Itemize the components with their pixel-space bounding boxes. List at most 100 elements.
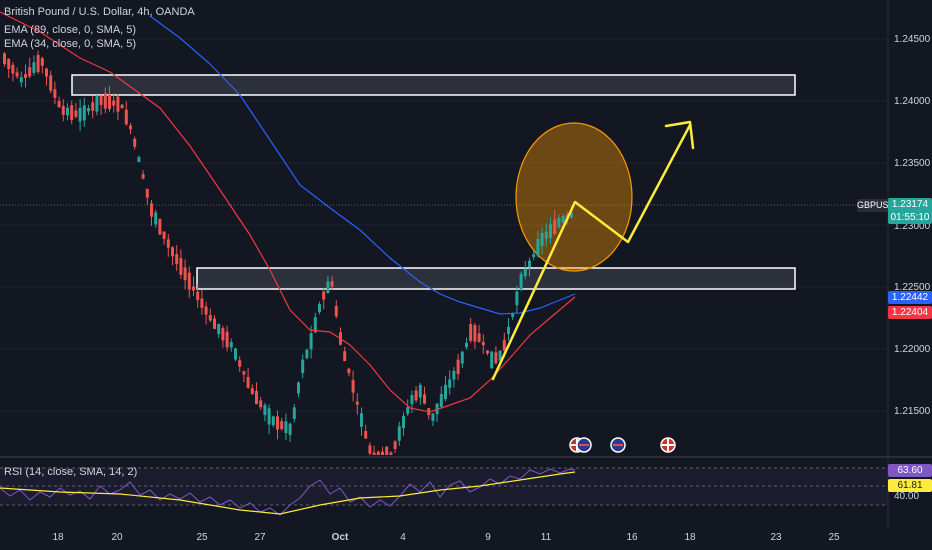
candle-body — [267, 408, 271, 425]
candle-body — [519, 273, 523, 290]
price-tick: 1.24000 — [894, 96, 931, 107]
candle-body — [183, 267, 187, 281]
candle-body — [66, 107, 69, 116]
candle-body — [515, 291, 519, 306]
candle-body — [103, 93, 107, 109]
candle-body — [397, 426, 401, 441]
candle-body — [347, 368, 351, 374]
candle-body — [171, 247, 174, 257]
price-tick: 1.22500 — [894, 282, 931, 293]
highlight-circle[interactable] — [515, 122, 633, 272]
candle-body — [309, 333, 313, 350]
current-price-tag[interactable]: 1.23174 01:55:10 — [888, 198, 932, 224]
candle-body — [40, 58, 44, 66]
candle-body — [473, 325, 477, 342]
candle-body — [124, 109, 128, 125]
candle-body — [95, 95, 99, 112]
candle-body — [49, 75, 53, 91]
date-label: 18 — [684, 532, 696, 543]
ema-89-legend[interactable]: EMA (89, close, 0, SMA, 5) — [4, 24, 137, 36]
candle-body — [389, 452, 393, 455]
candle-body — [129, 125, 132, 130]
candle-body — [498, 350, 502, 361]
candle-body — [158, 219, 162, 235]
date-label: 4 — [400, 532, 406, 543]
candle-body — [494, 352, 498, 364]
ema-34-legend[interactable]: EMA (34, close, 0, SMA, 5) — [4, 38, 137, 50]
candle-body — [141, 174, 145, 179]
candle-body — [288, 423, 292, 435]
us-flag-icon[interactable] — [610, 437, 626, 453]
chart-title[interactable]: British Pound / U.S. Dollar, 4h, OANDA — [4, 6, 195, 18]
forecast-arrow[interactable] — [491, 120, 695, 381]
price-tick: 1.24500 — [894, 34, 931, 45]
uk-flag-icon[interactable] — [660, 437, 676, 453]
candle-body — [276, 416, 279, 430]
candle-body — [326, 281, 330, 293]
date-label: 16 — [626, 532, 638, 543]
candle-body — [330, 281, 334, 287]
candle-body — [19, 77, 23, 83]
candlesticks — [3, 50, 573, 455]
candle-body — [112, 100, 116, 106]
candle-body — [410, 395, 414, 405]
candle-body — [549, 224, 552, 238]
candle-body — [351, 380, 355, 393]
candle-body — [234, 348, 237, 360]
symbol-badge[interactable]: GBPUSD — [857, 199, 896, 212]
candle-body — [3, 53, 6, 65]
candle-body — [242, 371, 246, 375]
price-tick: 1.21500 — [894, 406, 931, 417]
candle-body — [70, 105, 74, 120]
candle-body — [334, 306, 338, 317]
candle-body — [15, 72, 19, 77]
candle-body — [502, 339, 506, 351]
candle-body — [133, 138, 137, 147]
ema-34-line — [0, 11, 576, 413]
candle-body — [448, 379, 452, 388]
candle-body — [477, 333, 481, 342]
candle-body — [221, 328, 225, 341]
candle-body — [284, 421, 288, 434]
rsi-line — [0, 468, 576, 516]
candle-body — [364, 431, 368, 439]
current-price: 1.23174 — [891, 199, 929, 210]
candle-body — [402, 415, 405, 429]
rsi-value-tag: 63.60 — [888, 464, 932, 477]
resistance-zone[interactable] — [71, 74, 796, 96]
candle-body — [175, 254, 179, 265]
candle-body — [196, 291, 200, 301]
candle-body — [372, 452, 376, 455]
candle-body — [145, 188, 149, 198]
candle-body — [225, 331, 229, 348]
candle-body — [418, 384, 422, 398]
candle-body — [393, 441, 397, 449]
candle-body — [82, 105, 86, 121]
candle-body — [406, 407, 410, 414]
candle-body — [544, 231, 548, 239]
candle-body — [322, 291, 326, 300]
candle-body — [61, 106, 65, 115]
candle-body — [154, 212, 158, 225]
us-flag-icon[interactable] — [576, 437, 592, 453]
candle-body — [28, 67, 32, 77]
candle-body — [385, 446, 389, 455]
candle-body — [217, 323, 221, 335]
candle-body — [91, 102, 95, 111]
price-tick: 1.23000 — [894, 221, 931, 232]
candle-body — [204, 306, 208, 315]
support-zone[interactable] — [196, 267, 796, 290]
candle-body — [360, 413, 363, 427]
candle-body — [540, 232, 544, 246]
candle-body — [561, 215, 565, 223]
candle-body — [57, 100, 61, 108]
candle-body — [150, 203, 153, 217]
candle-body — [305, 349, 309, 358]
candle-body — [120, 104, 124, 109]
rsi-legend[interactable]: RSI (14, close, SMA, 14, 2) — [4, 466, 138, 478]
date-label: 23 — [770, 532, 782, 543]
candle-body — [439, 393, 443, 407]
candle-body — [7, 58, 11, 70]
candle-body — [486, 350, 489, 354]
